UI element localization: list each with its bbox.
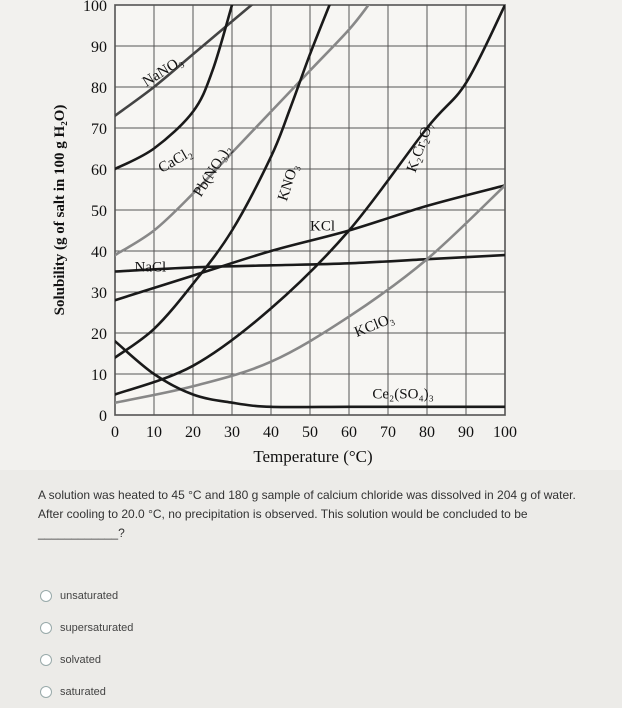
question-text: A solution was heated to 45 °C and 180 g…: [38, 488, 576, 540]
series-label: KCl: [310, 219, 335, 235]
x-tick-label: 60: [341, 424, 357, 441]
option-label: saturated: [60, 686, 106, 698]
x-tick-label: 40: [263, 424, 279, 441]
y-tick-label: 0: [99, 408, 107, 425]
option-label: supersaturated: [60, 622, 134, 634]
x-tick-label: 80: [419, 424, 435, 441]
radio-button[interactable]: [40, 654, 52, 666]
radio-button[interactable]: [40, 590, 52, 602]
y-tick-label: 50: [91, 203, 107, 220]
series-line: [115, 5, 254, 117]
series-line: [115, 339, 505, 409]
y-axis-title: Solubility (g of salt in 100 g H₂O): [52, 105, 68, 316]
option-saturated[interactable]: saturated: [40, 676, 133, 708]
x-tick-label: 30: [224, 424, 240, 441]
x-tick-label: 70: [380, 424, 396, 441]
y-tick-label: 10: [91, 367, 107, 384]
x-tick-label: 20: [185, 424, 201, 441]
option-supersaturated[interactable]: supersaturated: [40, 612, 133, 644]
x-tick-label: 50: [302, 424, 318, 441]
radio-button[interactable]: [40, 622, 52, 634]
x-axis-title: Temperature (°C): [253, 447, 372, 466]
x-tick-label: 100: [493, 424, 517, 441]
y-tick-label: 90: [91, 39, 107, 56]
answer-options: unsaturated supersaturated solvated satu…: [40, 580, 133, 708]
x-tick-label: 10: [146, 424, 162, 441]
option-label: solvated: [60, 654, 101, 666]
series-line: [115, 184, 505, 404]
y-tick-label: 40: [91, 244, 107, 261]
y-tick-label: 70: [91, 121, 107, 138]
series-label: Ce₂(SO₄)₃: [372, 387, 434, 403]
y-tick-label: 80: [91, 80, 107, 97]
series-line: [115, 5, 370, 257]
series-line: [115, 184, 505, 302]
y-tick-label: 20: [91, 326, 107, 343]
solubility-chart: 0 10 20 30 40 50 60 70 80 90 100 0 10 20 30 40 50 60 70 80 9…: [52, 0, 517, 466]
series-line: [115, 5, 331, 359]
series-line: [115, 5, 505, 396]
y-tick-label: 100: [83, 0, 107, 15]
option-unsaturated[interactable]: unsaturated: [40, 580, 133, 612]
series-line: [115, 253, 505, 273]
option-label: unsaturated: [60, 590, 119, 602]
x-tick-label: 0: [111, 424, 119, 441]
x-tick-label: 90: [458, 424, 474, 441]
radio-button[interactable]: [40, 686, 52, 698]
y-tick-label: 60: [91, 162, 107, 179]
option-solvated[interactable]: solvated: [40, 644, 133, 676]
series-label: NaCl: [135, 260, 167, 276]
series-line: [115, 5, 234, 171]
y-tick-label: 30: [91, 285, 107, 302]
